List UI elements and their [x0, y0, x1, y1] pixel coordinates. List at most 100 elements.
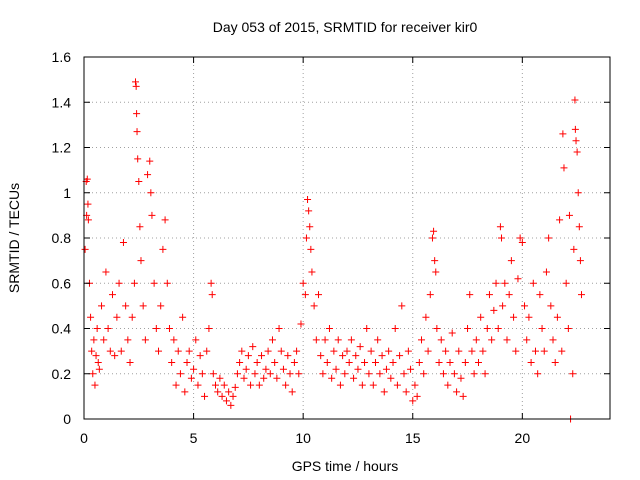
axis-ticks: 0 0.2 0.4 0.6 0.8 1 1.2 1.4 1.6 0 5 10 15 20	[52, 49, 610, 446]
data-point	[512, 347, 520, 355]
data-point	[325, 325, 333, 332]
data-point	[240, 374, 248, 382]
y-tick-label: 1.2	[52, 140, 72, 156]
data-point	[503, 336, 511, 344]
data-point	[538, 325, 546, 332]
data-point	[556, 216, 564, 224]
x-tick-label: 15	[405, 430, 421, 446]
data-point	[365, 370, 373, 378]
data-point	[404, 347, 412, 355]
data-point	[455, 347, 463, 355]
data-point	[88, 347, 96, 355]
data-point	[343, 347, 351, 355]
data-point	[549, 336, 557, 344]
data-point	[540, 347, 548, 355]
data-point	[83, 175, 91, 183]
data-point	[450, 370, 458, 378]
data-point	[132, 82, 140, 90]
data-point	[385, 347, 393, 355]
data-point	[488, 336, 496, 344]
data-point	[453, 388, 461, 396]
data-point	[470, 370, 478, 378]
data-point	[521, 302, 529, 310]
data-point	[174, 347, 182, 355]
data-point	[233, 370, 241, 378]
data-point	[187, 374, 195, 382]
data-point	[424, 347, 432, 355]
data-point	[111, 352, 119, 360]
data-point	[393, 381, 401, 389]
data-point	[98, 302, 106, 310]
data-point	[89, 370, 97, 378]
data-point	[106, 347, 114, 355]
data-point	[433, 325, 441, 332]
data-point	[369, 381, 377, 389]
data-point	[428, 234, 436, 242]
data-point	[134, 155, 142, 163]
data-point	[498, 234, 506, 242]
data-point	[565, 211, 573, 219]
data-point	[321, 336, 329, 344]
data-point	[100, 336, 108, 344]
data-point	[396, 352, 404, 360]
data-point	[534, 370, 542, 378]
data-point	[439, 370, 447, 378]
data-point	[481, 370, 489, 378]
data-point	[297, 320, 305, 328]
chart-title: Day 053 of 2015, SRMTID for receiver kir…	[213, 19, 478, 35]
data-point	[531, 347, 539, 355]
data-point	[448, 329, 456, 337]
data-point	[464, 325, 472, 332]
data-point	[378, 352, 386, 360]
data-point	[431, 257, 439, 265]
data-point	[570, 245, 578, 253]
data-point	[119, 239, 127, 247]
data-point	[275, 325, 283, 332]
data-point	[514, 275, 522, 283]
data-point	[220, 381, 228, 389]
data-point	[238, 347, 246, 355]
data-point	[457, 374, 465, 382]
data-point	[319, 370, 327, 378]
data-point	[459, 392, 467, 400]
data-point	[108, 291, 116, 299]
data-point	[84, 200, 92, 208]
data-point	[312, 336, 320, 344]
data-point	[122, 302, 130, 310]
x-axis-label: GPS time / hours	[292, 458, 399, 474]
data-point	[560, 164, 568, 172]
y-tick-label: 0	[63, 411, 71, 427]
data-point	[402, 388, 410, 396]
data-point	[317, 352, 325, 360]
data-point	[165, 325, 173, 332]
data-point	[490, 306, 498, 314]
data-point	[354, 365, 362, 373]
data-point	[198, 370, 206, 378]
data-point	[572, 137, 580, 145]
data-point	[472, 336, 480, 344]
data-point	[356, 343, 364, 351]
data-point	[409, 397, 417, 405]
data-point	[437, 336, 445, 344]
data-point	[137, 257, 145, 265]
data-point	[363, 325, 371, 332]
data-point	[253, 358, 261, 366]
data-point	[334, 336, 342, 344]
data-point	[133, 110, 141, 118]
data-point	[244, 352, 252, 360]
data-point	[413, 392, 421, 400]
data-point	[347, 336, 355, 344]
data-point	[135, 177, 143, 185]
data-point	[87, 313, 95, 321]
data-point	[475, 358, 482, 366]
data-point	[374, 336, 382, 344]
data-point	[499, 302, 507, 310]
data-point	[389, 358, 397, 366]
data-point	[562, 279, 570, 287]
data-point	[176, 370, 184, 378]
data-point	[306, 223, 314, 231]
data-point	[330, 347, 338, 355]
data-point	[361, 358, 369, 366]
data-point	[376, 370, 384, 378]
data-point	[102, 268, 110, 276]
